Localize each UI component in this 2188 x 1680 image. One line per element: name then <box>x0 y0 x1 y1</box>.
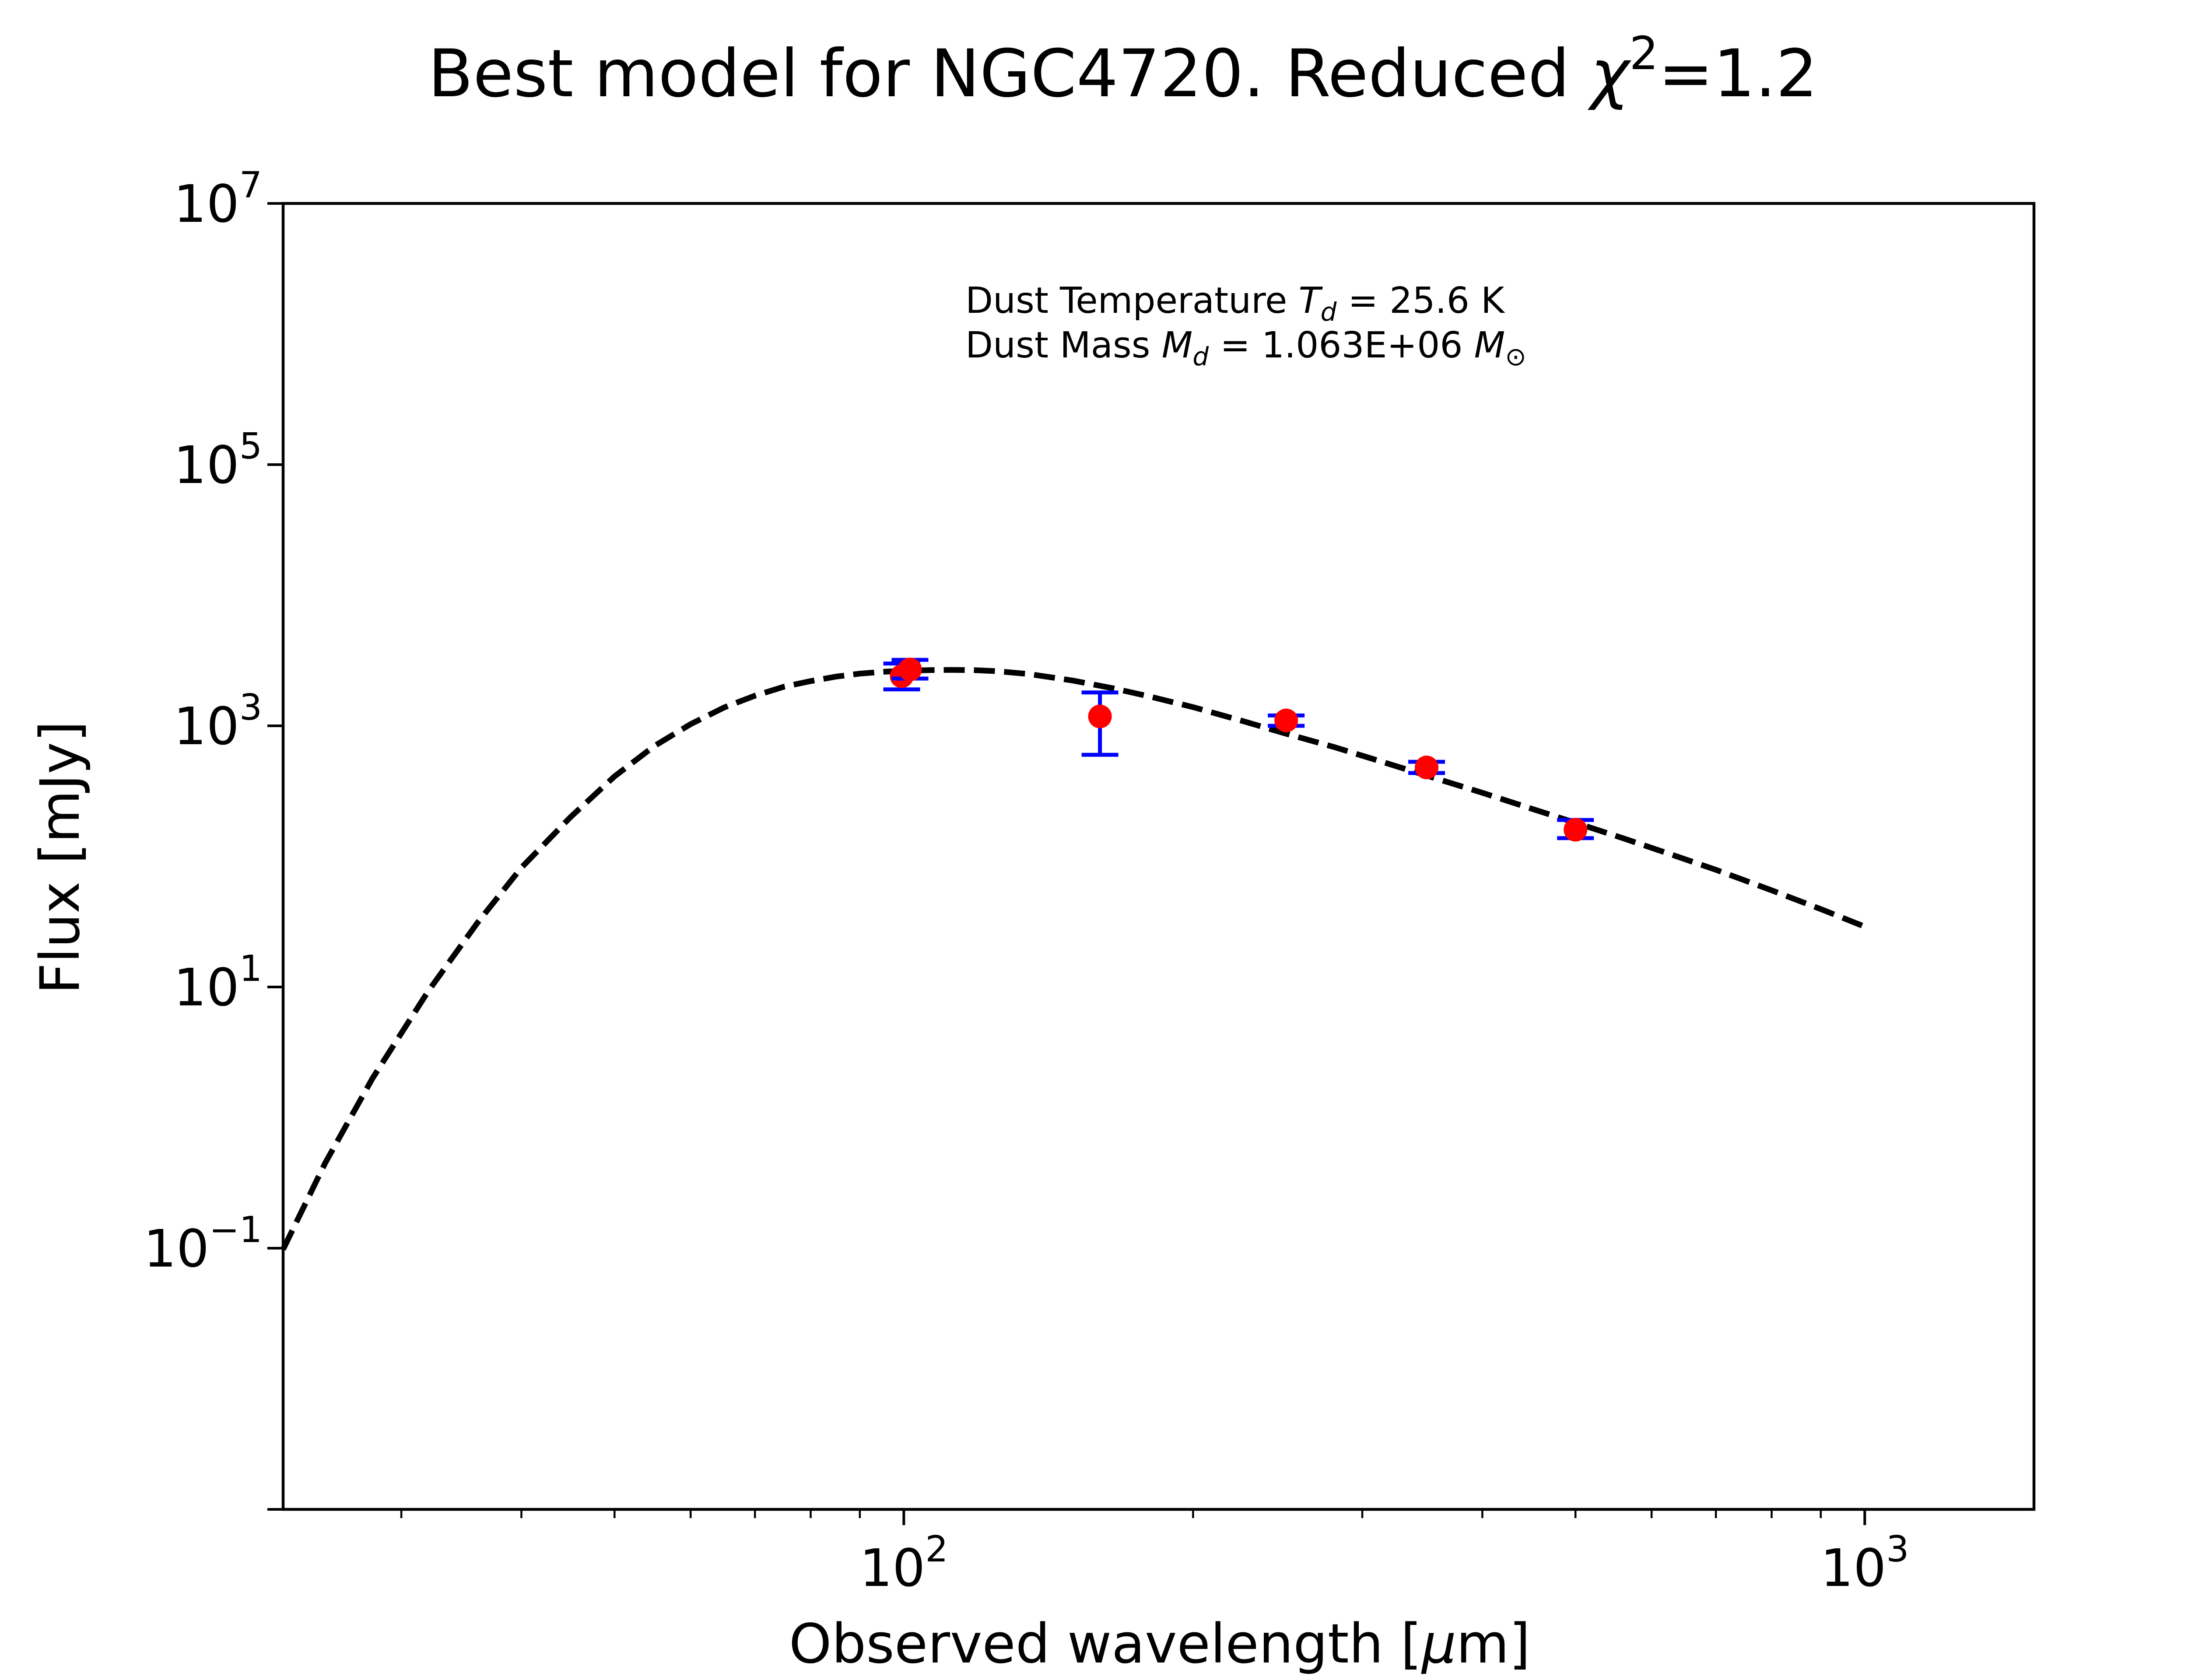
chart-title-suffix: =1.2 <box>1659 36 1818 112</box>
chart-title-chi: χ <box>1588 36 1632 112</box>
data-point <box>1274 708 1298 732</box>
plot-area <box>281 658 1866 1251</box>
annotation-mass-prefix: Dust Mass <box>965 325 1162 366</box>
x-axis-label-mu: μ <box>1421 1613 1456 1676</box>
data-point-group <box>1268 708 1305 732</box>
data-point-group <box>1081 690 1119 757</box>
annotation-dust-mass: Dust Mass Md = 1.063E+06 M⊙ <box>965 325 1526 371</box>
y-tick-label: 105 <box>174 426 262 495</box>
annotation-dust-temperature: Dust Temperature Td = 25.6 K <box>965 280 1505 327</box>
axis-ticks: 102 103 107 105 103 101 10−1 <box>144 164 1909 1598</box>
annotation-mass-symbol: M <box>1162 325 1193 366</box>
y-axis-label: Flux [mJy] <box>29 721 92 994</box>
x-axis-label-suffix: m] <box>1456 1613 1530 1676</box>
chart-title-chi-exponent: 2 <box>1629 27 1658 80</box>
annotation-mass-unit-subscript: ⊙ <box>1505 342 1526 371</box>
data-point <box>1088 704 1112 728</box>
chart-title-prefix: Best model for NGC4720. Reduced <box>428 36 1591 112</box>
y-tick-label: 101 <box>174 948 262 1018</box>
y-tick-label: 103 <box>174 687 262 756</box>
data-point <box>1415 756 1439 780</box>
annotation-mass-unit: M <box>1474 325 1505 366</box>
data-point-group <box>1408 756 1445 780</box>
data-point-group <box>1557 818 1594 842</box>
data-point-group <box>891 658 929 682</box>
x-tick-label: 103 <box>1820 1529 1909 1598</box>
y-tick-label: 10−1 <box>144 1209 262 1279</box>
data-point <box>1564 818 1588 842</box>
plot-frame <box>281 202 2036 1511</box>
data-point <box>898 658 922 682</box>
y-tick-label: 107 <box>174 164 262 234</box>
x-axis-label-prefix: Observed wavelength [ <box>789 1613 1422 1676</box>
model-curve <box>281 667 1866 1251</box>
annotation-mass-subscript: d <box>1192 342 1209 371</box>
annotation-temperature-subscript: d <box>1321 297 1337 327</box>
annotation-temperature-symbol: T <box>1299 280 1323 322</box>
x-tick-label: 102 <box>859 1529 948 1598</box>
annotation-temperature-value: = 25.6 K <box>1336 280 1505 322</box>
x-axis-label: Observed wavelength [μm] <box>789 1613 1530 1676</box>
annotation-temperature-prefix: Dust Temperature <box>965 280 1299 322</box>
chart-title: Best model for NGC4720. Reduced χ2=1.2 <box>428 27 1818 112</box>
annotation-mass-value: = 1.063E+06 <box>1209 325 1474 366</box>
